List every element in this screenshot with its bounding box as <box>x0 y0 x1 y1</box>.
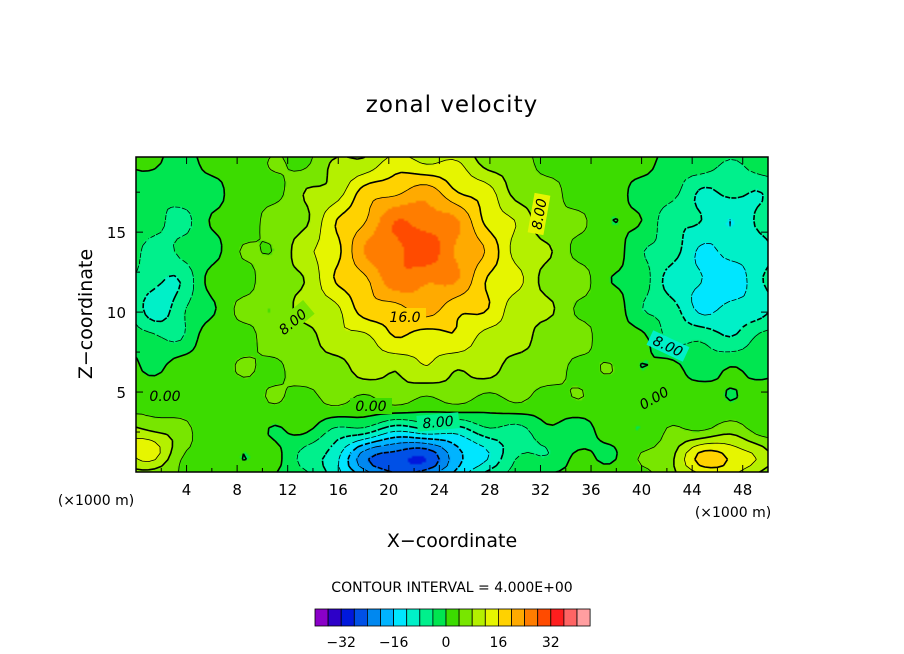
colorbar-swatch <box>406 608 421 627</box>
contour-lines <box>136 157 768 472</box>
colorbar-swatch <box>419 608 434 627</box>
x-tick-label: 20 <box>379 481 398 499</box>
colorbar-tick-label: 0 <box>442 635 451 651</box>
colorbar-tick-labels: −32 −16 0 16 32 <box>326 635 559 651</box>
x-tick-label: 40 <box>632 481 651 499</box>
chart-title: zonal velocity <box>366 92 538 118</box>
y-tick-label: 5 <box>116 384 126 402</box>
contour-line <box>142 186 768 472</box>
x-axis: 4 8 12 16 20 24 28 32 36 40 44 48 <box>160 157 752 499</box>
x-unit-label-left: (×1000 m) <box>58 493 134 509</box>
x-tick-label: 16 <box>329 481 348 499</box>
y-axis-title: Z−coordinate <box>75 249 97 379</box>
x-tick-label: 28 <box>480 481 499 499</box>
colorbar-swatch <box>445 608 460 627</box>
contour-interval-label: CONTOUR INTERVAL = 4.000E+00 <box>331 580 572 596</box>
colorbar-swatch <box>340 608 355 627</box>
x-tick-label: 8 <box>232 481 242 499</box>
contour-label: 16.0 <box>389 310 420 326</box>
contour-label: 0.00 <box>149 389 180 405</box>
plot-area <box>136 157 768 472</box>
y-tick-label: 15 <box>107 224 126 242</box>
x-tick-label: 12 <box>278 481 297 499</box>
colorbar-swatch <box>497 608 512 627</box>
x-unit-label-right: (×1000 m) <box>695 505 771 521</box>
colorbar-swatch <box>380 608 395 627</box>
x-axis-title: X−coordinate <box>387 530 517 552</box>
colorbar-swatch <box>366 608 381 627</box>
contour-line <box>347 436 464 472</box>
x-tick-label: 32 <box>531 481 550 499</box>
colorbar-swatch <box>550 608 565 627</box>
colorbar-tick-label: −32 <box>326 635 356 651</box>
colorbar-swatch <box>484 608 499 627</box>
colorbar-swatch <box>576 608 591 627</box>
x-tick-label: 4 <box>182 481 192 499</box>
colorbar-swatch <box>353 608 368 627</box>
contour-labels: 8.00 8.00 16.0 8.00 0.00 0.00 8.00 0.00 <box>144 192 690 433</box>
colorbar <box>314 608 591 627</box>
colorbar-tick-label: 32 <box>542 635 560 651</box>
x-tick-label: 24 <box>430 481 449 499</box>
y-axis: 5 10 15 <box>107 191 768 433</box>
y-tick-label: 10 <box>107 304 126 322</box>
plot-frame <box>135 156 769 473</box>
x-tick-label: 36 <box>581 481 600 499</box>
colorbar-swatch <box>393 608 408 627</box>
contour-line <box>136 157 768 472</box>
colorbar-swatch <box>537 608 552 627</box>
contour-line <box>332 171 729 469</box>
colorbar-tick-label: 16 <box>489 635 507 651</box>
colorbar-swatch <box>524 608 539 627</box>
contour-line <box>367 447 441 472</box>
colorbar-swatch <box>314 608 329 627</box>
contour-line <box>356 442 450 472</box>
colorbar-tick-label: −16 <box>379 635 409 651</box>
contour-label: 8.00 <box>529 197 550 231</box>
contour-label: 8.00 <box>422 414 455 433</box>
contour-label: 0.00 <box>355 399 386 415</box>
colorbar-swatch <box>563 608 578 627</box>
colorbar-swatch <box>432 608 447 627</box>
colorbar-swatch <box>511 608 526 627</box>
colorbar-swatch <box>327 608 342 627</box>
contour-line <box>338 219 748 472</box>
x-tick-label: 48 <box>733 481 752 499</box>
colorbar-swatch <box>458 608 473 627</box>
contour-line <box>136 157 757 472</box>
colorbar-swatch <box>471 608 486 627</box>
contour-line <box>136 157 768 472</box>
x-tick-label: 44 <box>683 481 702 499</box>
